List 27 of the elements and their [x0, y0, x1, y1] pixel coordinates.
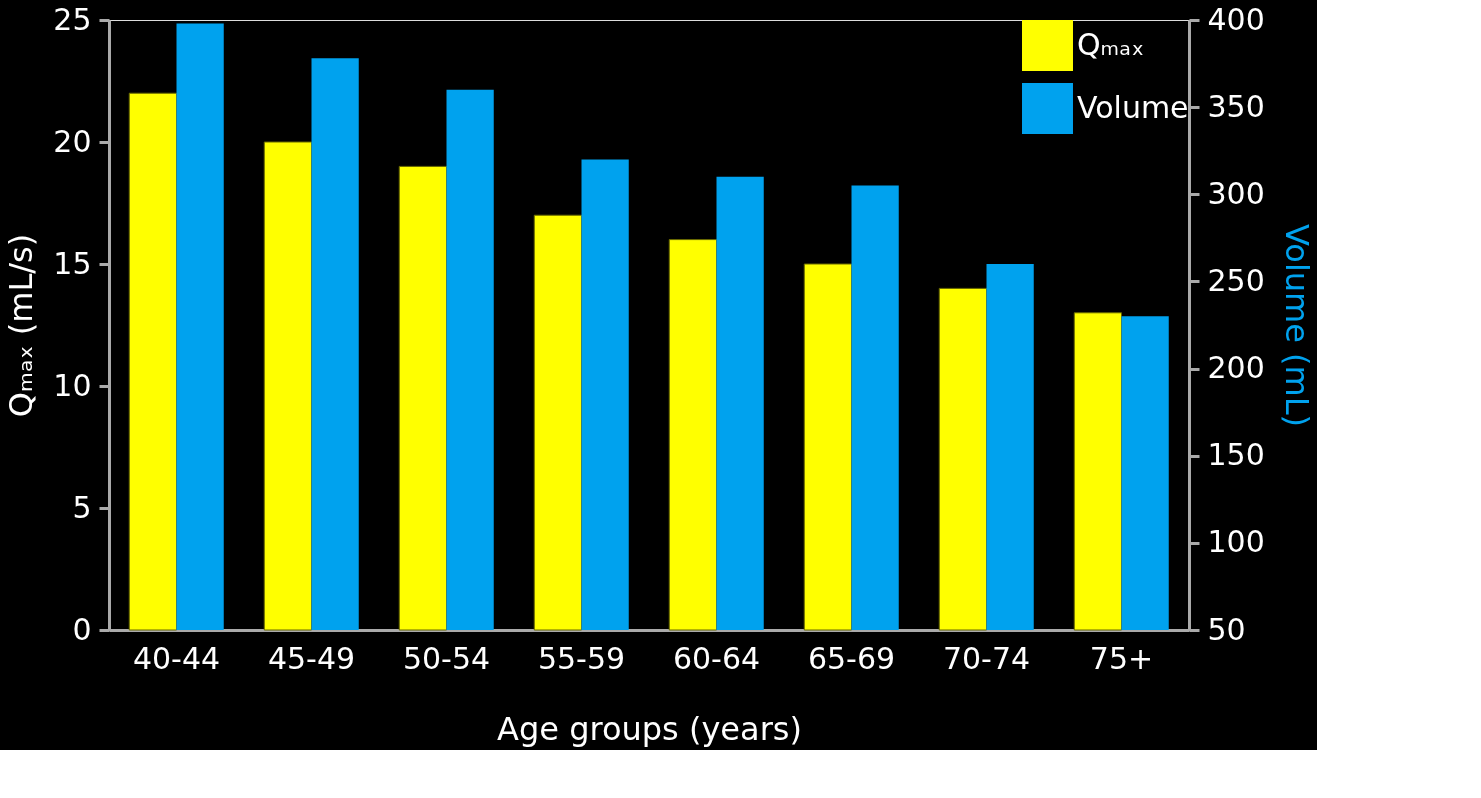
y2-tick-label: 50: [1207, 611, 1246, 647]
y-tick-label: 5: [72, 489, 92, 525]
x-tick-label: 50-54: [402, 640, 491, 676]
y2-tick-label: 400: [1207, 1, 1265, 37]
y2-tick-label: 200: [1207, 350, 1265, 386]
y-axis-title: Qₘₐₓ (mL/s): [2, 233, 41, 418]
y2-tick-label: 250: [1207, 262, 1265, 298]
y2-axis-title: Volume (mL): [1277, 223, 1316, 428]
x-tick-label: 75+: [1089, 640, 1154, 676]
y-tick-label: 0: [72, 611, 92, 647]
y-tick-label: 10: [53, 367, 92, 403]
y-tick-label: 20: [53, 123, 92, 159]
y-tick-label: 25: [53, 1, 92, 37]
x-tick-label: 60-64: [672, 640, 761, 676]
legend-label: Qₘₐₓ: [1077, 26, 1145, 62]
x-tick-label: 55-59: [537, 640, 626, 676]
x-tick-label: 40-44: [132, 640, 221, 676]
x-tick-label: 45-49: [267, 640, 356, 676]
y-tick-label: 15: [53, 245, 92, 281]
x-axis-title: Age groups (years): [497, 709, 802, 748]
legend-label: Volume: [1077, 89, 1189, 125]
y2-tick-label: 350: [1207, 88, 1265, 124]
y2-tick-label: 300: [1207, 175, 1265, 211]
y2-tick-label: 150: [1207, 437, 1265, 473]
y2-tick-label: 100: [1207, 524, 1265, 560]
x-tick-label: 70-74: [942, 640, 1031, 676]
x-tick-label: 65-69: [807, 640, 896, 676]
